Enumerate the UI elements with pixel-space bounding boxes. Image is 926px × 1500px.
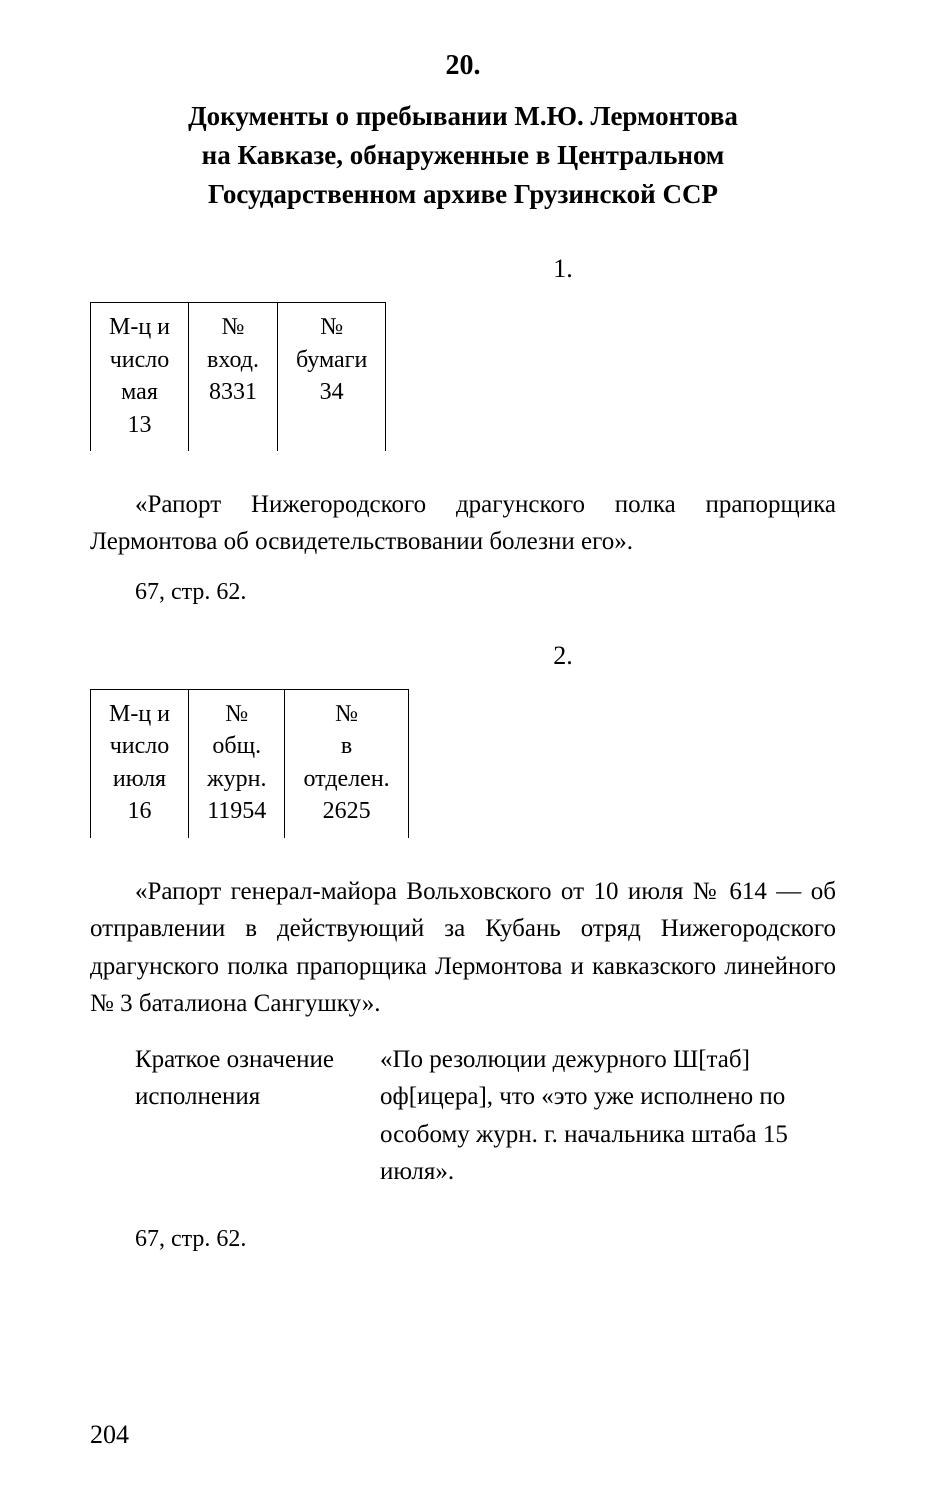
entry-2-citation: 67, стр. 62. (90, 1226, 836, 1253)
title-line-3: Государственном архиве Грузинской ССР (208, 179, 718, 209)
entry-1-number: 1. (90, 254, 836, 284)
title-line-2: на Кавказе, обнаруженные в Центральном (202, 140, 725, 170)
entry-2-quote: «Рапорт генерал-майора Вольховского от 1… (90, 873, 836, 1023)
section-number: 20. (90, 50, 836, 82)
entry-2-number: 2. (90, 641, 836, 671)
table-cell: № общ. журн. 11954 (189, 689, 285, 837)
table-cell: № вход. 8331 (189, 303, 278, 451)
resolution-text: «По резолюции дежурного Ш[таб] оф[ицера]… (380, 1041, 836, 1191)
page-number: 204 (90, 1420, 129, 1450)
entry-2-table: М-ц и число июля 16 № общ. журн. 11954 №… (90, 689, 409, 838)
entry-1-table: М-ц и число мая 13 № вход. 8331 № бумаги… (90, 302, 386, 451)
title-line-1: Документы о пребывании М.Ю. Лермонтова (188, 101, 738, 131)
table-cell: М-ц и число июля 16 (91, 689, 189, 837)
resolution-block: Краткое означение исполнения «По резолюц… (90, 1041, 836, 1191)
resolution-label: Краткое означение исполнения (90, 1041, 340, 1191)
table-cell: № в отделен. 2625 (285, 689, 408, 837)
main-title: Документы о пребывании М.Ю. Лермонтова н… (90, 97, 836, 214)
entry-1-citation: 67, стр. 62. (90, 579, 836, 606)
entry-1-quote: «Рапорт Нижегородского драгунского полка… (90, 486, 836, 561)
table-cell: М-ц и число мая 13 (91, 303, 189, 451)
table-cell: № бумаги 34 (277, 303, 385, 451)
